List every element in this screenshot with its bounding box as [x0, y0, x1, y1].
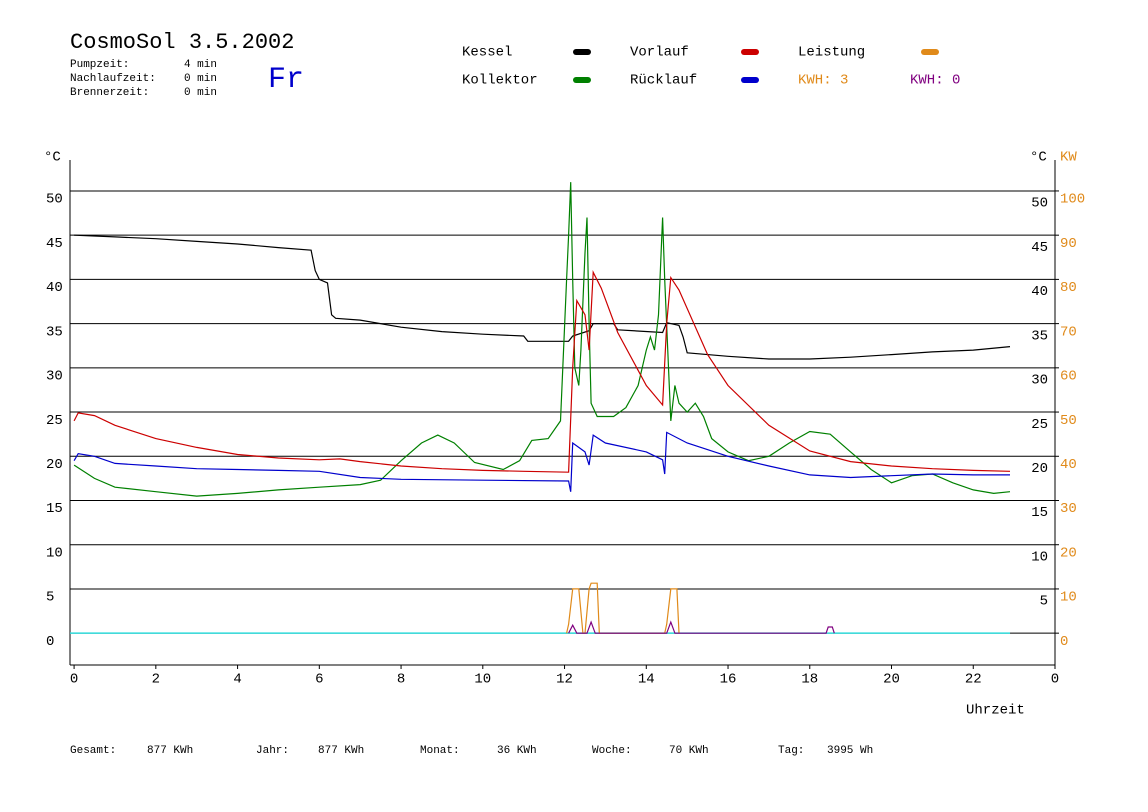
- total-label: Gesamt:: [70, 745, 116, 757]
- x-tick-label: 16: [720, 672, 737, 688]
- y-right-tick-label: 30: [1031, 373, 1048, 389]
- legend-label: Leistung: [798, 45, 865, 61]
- legend-label: Kollektor: [462, 73, 538, 89]
- y-tick-label: 15: [46, 501, 63, 517]
- y-right-axis-label: °C: [1030, 150, 1047, 166]
- total-label: Monat:: [420, 745, 460, 757]
- y-axis-label: °C: [44, 150, 61, 166]
- x-tick-label: 12: [556, 672, 573, 688]
- y-right-tick-label: 5: [1040, 594, 1048, 610]
- y-tick-label: 30: [46, 369, 63, 385]
- y2-tick-label: 50: [1060, 413, 1077, 429]
- day-label: Fr: [268, 63, 304, 97]
- series-line: [566, 582, 680, 634]
- y2-tick-label: 10: [1060, 590, 1077, 606]
- y2-axis-label: KW: [1060, 150, 1077, 166]
- total-value: 877 KWh: [147, 745, 193, 757]
- y2-tick-label: 60: [1060, 369, 1077, 385]
- y-right-tick-label: 45: [1031, 240, 1048, 256]
- info-value: 4 min: [184, 59, 217, 71]
- y-tick-label: 20: [46, 457, 63, 473]
- info-label: Nachlaufzeit:: [70, 73, 156, 85]
- info-value: 0 min: [184, 87, 217, 99]
- kwh-label: KWH: 0: [910, 73, 960, 89]
- y-right-tick-label: 20: [1031, 461, 1048, 477]
- x-tick-label: 2: [152, 672, 160, 688]
- y2-tick-label: 20: [1060, 545, 1077, 561]
- series-line: [73, 182, 1011, 497]
- x-tick-label: 0: [1051, 672, 1059, 688]
- y-tick-label: 10: [46, 545, 63, 561]
- x-tick-label: 18: [801, 672, 818, 688]
- kwh-label: KWH: 3: [798, 73, 848, 89]
- y-right-tick-label: 35: [1031, 328, 1048, 344]
- info-label: Pumpzeit:: [70, 59, 129, 71]
- y-right-tick-label: 40: [1031, 284, 1048, 300]
- x-axis-label: Uhrzeit: [966, 703, 1025, 719]
- legend-label: Rücklauf: [630, 73, 697, 89]
- x-tick-label: 20: [883, 672, 900, 688]
- y2-tick-label: 40: [1060, 457, 1077, 473]
- y-right-tick-label: 25: [1031, 417, 1048, 433]
- total-value: 877 KWh: [318, 745, 364, 757]
- x-tick-label: 0: [70, 672, 78, 688]
- x-tick-label: 22: [965, 672, 982, 688]
- legend-label: Vorlauf: [630, 45, 689, 61]
- y-tick-label: 0: [46, 634, 54, 650]
- x-tick-label: 4: [233, 672, 241, 688]
- y2-tick-label: 0: [1060, 634, 1068, 650]
- series-line: [73, 270, 1011, 473]
- y-right-tick-label: 15: [1031, 505, 1048, 521]
- series-line: [568, 620, 835, 634]
- total-value: 36 KWh: [497, 745, 537, 757]
- y-tick-label: 45: [46, 236, 63, 252]
- total-value: 3995 Wh: [827, 745, 873, 757]
- y2-tick-label: 90: [1060, 236, 1077, 252]
- x-tick-label: 6: [315, 672, 323, 688]
- y-tick-label: 35: [46, 324, 63, 340]
- total-label: Tag:: [778, 745, 804, 757]
- y-right-tick-label: 50: [1031, 196, 1048, 212]
- x-tick-label: 8: [397, 672, 405, 688]
- chart-title: CosmoSol 3.5.2002: [70, 30, 294, 55]
- y2-tick-label: 30: [1060, 501, 1077, 517]
- series-line: [74, 234, 1011, 360]
- y2-tick-label: 80: [1060, 280, 1077, 296]
- y2-tick-label: 100: [1060, 192, 1085, 208]
- x-tick-label: 10: [474, 672, 491, 688]
- total-label: Woche:: [592, 745, 632, 757]
- y2-tick-label: 70: [1060, 324, 1077, 340]
- info-label: Brennerzeit:: [70, 87, 149, 99]
- x-tick-label: 14: [638, 672, 655, 688]
- info-value: 0 min: [184, 73, 217, 85]
- total-value: 70 KWh: [669, 745, 709, 757]
- y-tick-label: 50: [46, 192, 63, 208]
- series-line: [73, 431, 1010, 492]
- y-tick-label: 40: [46, 280, 63, 296]
- y-right-tick-label: 10: [1031, 549, 1048, 565]
- legend-label: Kessel: [462, 45, 512, 61]
- y-tick-label: 5: [46, 590, 54, 606]
- y-tick-label: 25: [46, 413, 63, 429]
- total-label: Jahr:: [256, 745, 289, 757]
